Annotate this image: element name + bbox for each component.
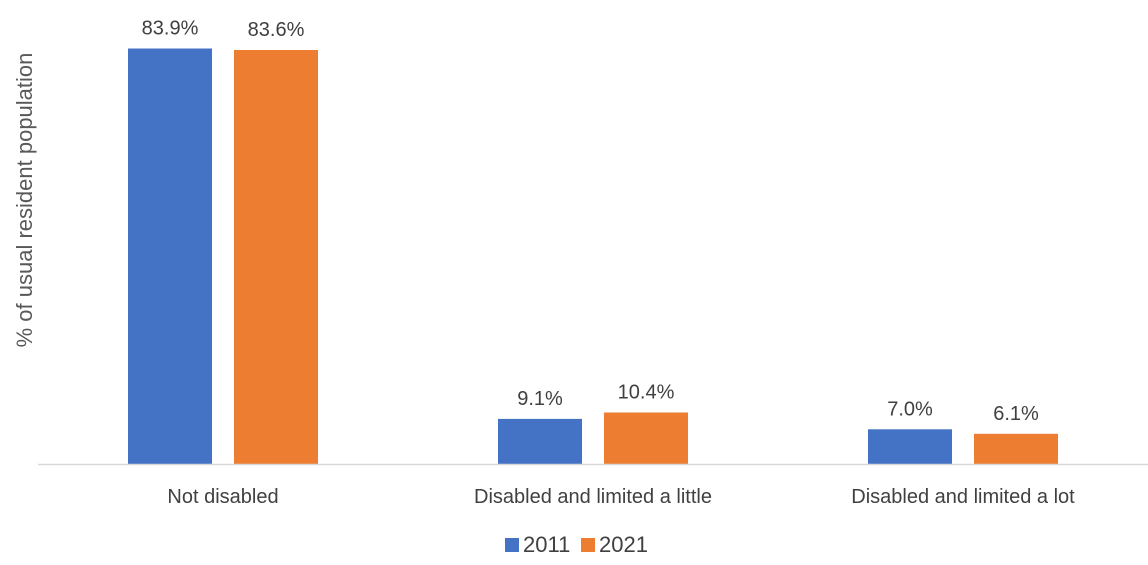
bar-2011-0	[128, 48, 212, 464]
legend-item-2011: 2011	[505, 532, 570, 557]
category-label-1: Disabled and limited a little	[474, 486, 712, 508]
data-label-2011-2: 7.0%	[887, 398, 933, 420]
legend-label-2011: 2011	[523, 532, 570, 557]
data-label-2021-2: 6.1%	[993, 403, 1039, 425]
data-label-2021-1: 10.4%	[618, 382, 675, 404]
legend: 2011 2021	[505, 532, 648, 557]
category-label-2: Disabled and limited a lot	[851, 486, 1075, 508]
legend-label-2021: 2021	[599, 532, 648, 557]
data-label-2011-0: 83.9%	[142, 18, 199, 40]
bar-2021-1	[604, 412, 688, 464]
legend-swatch-2011	[505, 538, 519, 552]
y-axis-title: % of usual resident population	[12, 53, 37, 348]
bar-2011-1	[498, 418, 582, 464]
legend-item-2021: 2021	[581, 532, 648, 557]
bars-layer	[128, 48, 1058, 464]
bar-2011-2	[868, 429, 952, 464]
legend-swatch-2021	[581, 538, 595, 552]
bar-2021-2	[974, 433, 1058, 464]
data-label-2021-0: 83.6%	[248, 19, 305, 41]
category-label-0: Not disabled	[167, 486, 278, 508]
data-labels-layer: 83.9% 83.6% 9.1% 10.4% 7.0% 6.1%	[142, 18, 1039, 425]
category-labels-layer: Not disabled Disabled and limited a littl…	[167, 486, 1075, 508]
data-label-2011-1: 9.1%	[517, 388, 563, 410]
bar-2021-0	[234, 50, 318, 464]
